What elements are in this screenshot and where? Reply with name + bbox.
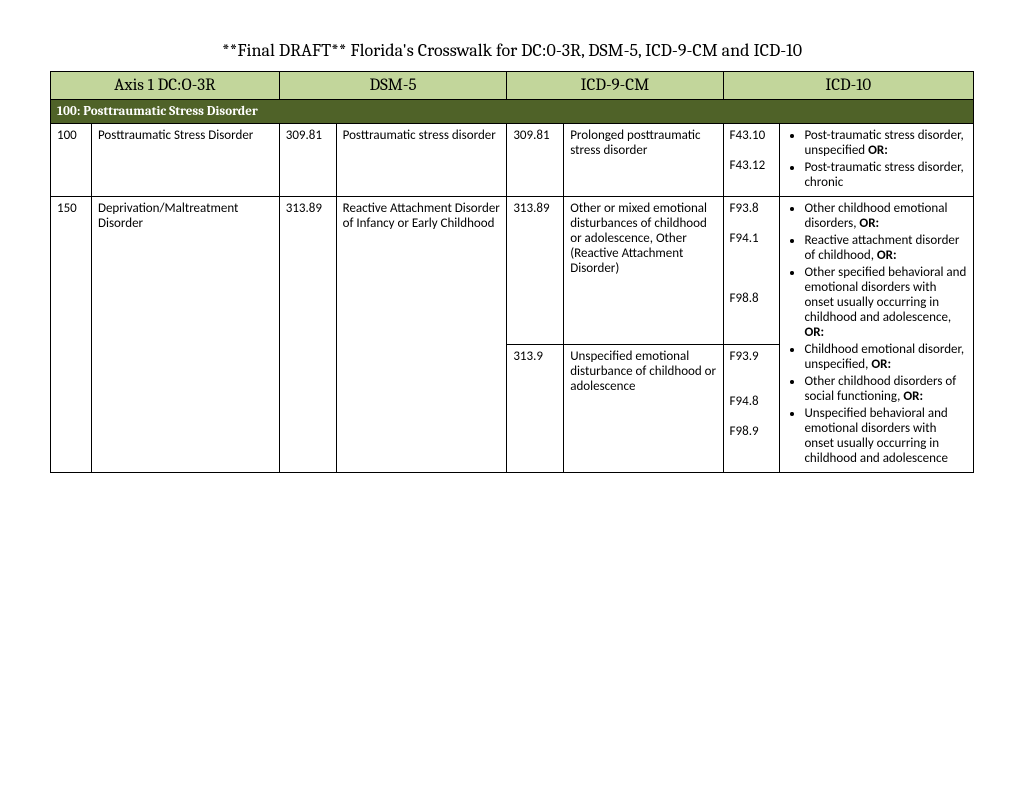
- section-label: 100: Posttraumatic Stress Disorder: [51, 100, 974, 124]
- cell-code: 313.89: [279, 197, 336, 473]
- bullet-item: Other specified behavioral and emotional…: [804, 265, 967, 340]
- table-header-row: Axis 1 DC:O-3R DSM-5 ICD-9-CM ICD-10: [51, 72, 974, 100]
- crosswalk-table: Axis 1 DC:O-3R DSM-5 ICD-9-CM ICD-10 100…: [50, 71, 974, 473]
- bullet-item: Reactive attachment disorder of childhoo…: [804, 233, 967, 263]
- header-axis1: Axis 1 DC:O-3R: [51, 72, 280, 100]
- cell-desc: Deprivation/Maltreatment Disorder: [91, 197, 279, 473]
- bullet-item: Childhood emotional disorder, unspecifie…: [804, 342, 967, 372]
- cell-code: F93.8 F94.1 F98.8: [723, 197, 780, 345]
- cell-code: 313.9: [507, 344, 564, 472]
- section-row: 100: Posttraumatic Stress Disorder: [51, 100, 974, 124]
- table-row: 100 Posttraumatic Stress Disorder 309.81…: [51, 124, 974, 197]
- cell-code: F43.10 F43.12: [723, 124, 780, 197]
- bullet-item: Other childhood disorders of social func…: [804, 374, 967, 404]
- cell-bullets: Other childhood emotional disorders, OR:…: [780, 197, 974, 473]
- cell-desc: Unspecified emotional disturbance of chi…: [564, 344, 723, 472]
- bullet-item: Post-traumatic stress disorder, unspecif…: [804, 128, 967, 158]
- bullet-item: Unspecified behavioral and emotional dis…: [804, 406, 967, 466]
- header-dsm5: DSM-5: [279, 72, 507, 100]
- table-row: 150 Deprivation/Maltreatment Disorder 31…: [51, 197, 974, 345]
- page-title: **Final DRAFT** Florida's Crosswalk for …: [50, 40, 974, 61]
- cell-desc: Other or mixed emotional disturbances of…: [564, 197, 723, 345]
- cell-code: 100: [51, 124, 92, 197]
- cell-desc: Reactive Attachment Disorder of Infancy …: [336, 197, 507, 473]
- cell-code: F93.9 F94.8 F98.9: [723, 344, 780, 472]
- cell-code: 150: [51, 197, 92, 473]
- cell-code: 309.81: [507, 124, 564, 197]
- cell-desc: Posttraumatic stress disorder: [336, 124, 507, 197]
- bullet-item: Other childhood emotional disorders, OR:: [804, 201, 967, 231]
- header-icd10: ICD-10: [723, 72, 973, 100]
- bullet-item: Post-traumatic stress disorder, chronic: [804, 160, 967, 190]
- cell-bullets: Post-traumatic stress disorder, unspecif…: [780, 124, 974, 197]
- header-icd9: ICD-9-CM: [507, 72, 723, 100]
- cell-code: 309.81: [279, 124, 336, 197]
- cell-desc: Posttraumatic Stress Disorder: [91, 124, 279, 197]
- cell-code: 313.89: [507, 197, 564, 345]
- cell-desc: Prolonged posttraumatic stress disorder: [564, 124, 723, 197]
